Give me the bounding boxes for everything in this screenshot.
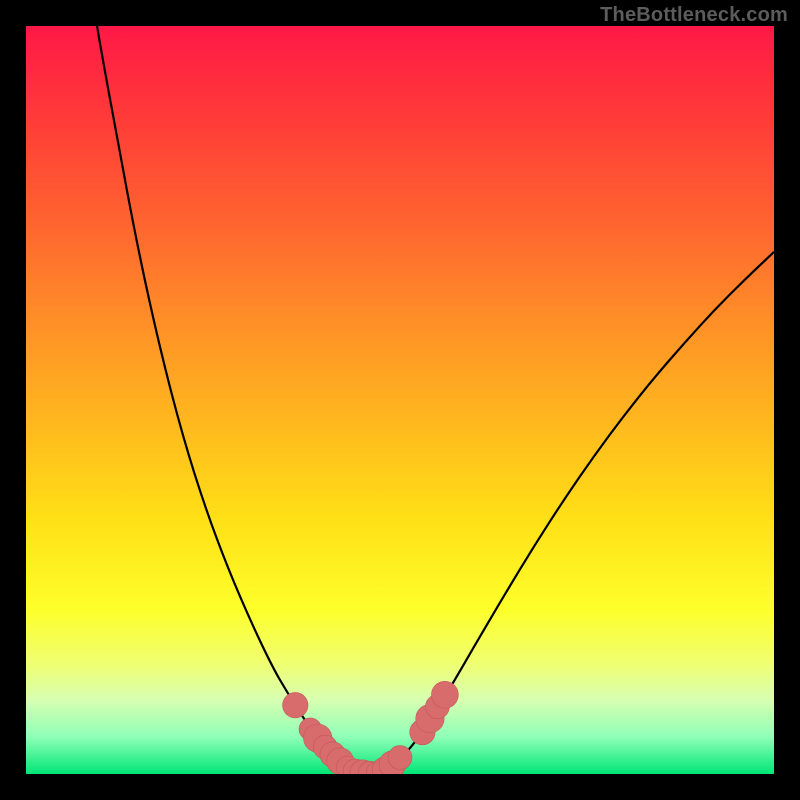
markers-group (283, 681, 459, 774)
plot-area (26, 26, 774, 774)
marker-point (388, 746, 412, 770)
watermark-text: TheBottleneck.com (600, 4, 788, 27)
bottleneck-curve-layer (26, 26, 774, 774)
marker-point (431, 681, 458, 708)
bottleneck-curve (97, 26, 774, 774)
marker-point (283, 692, 308, 717)
chart-frame: TheBottleneck.com (0, 0, 800, 800)
